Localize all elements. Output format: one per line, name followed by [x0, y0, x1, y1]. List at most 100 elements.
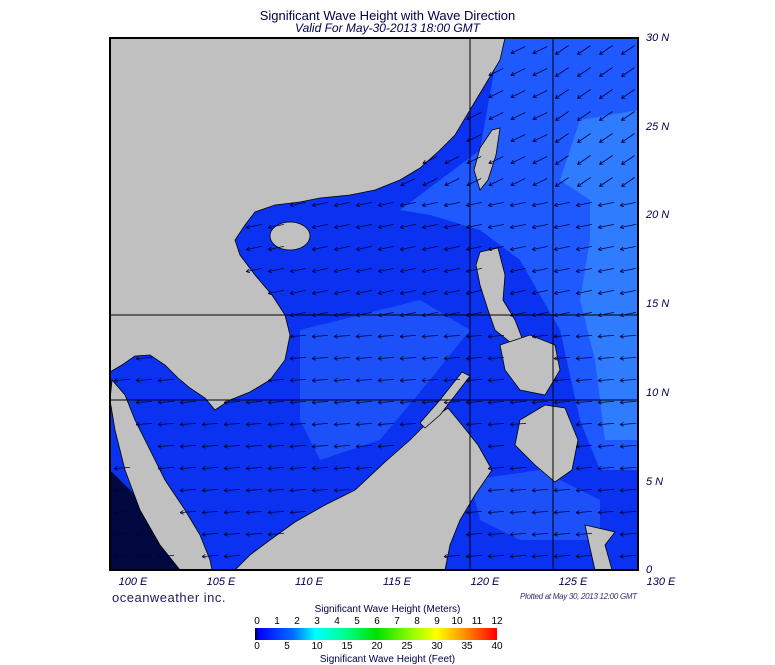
- wave-direction-arrow: [135, 532, 153, 537]
- wave-direction-arrow: [201, 422, 219, 427]
- wave-direction-arrow: [245, 510, 263, 515]
- wave-direction-arrow: [599, 89, 613, 99]
- colorbar-title-meters: Significant Wave Height (Meters): [314, 604, 461, 615]
- wave-direction-arrow: [311, 378, 329, 383]
- wave-direction-arrow: [135, 400, 153, 405]
- wave-direction-arrow: [465, 202, 482, 208]
- wave-direction-arrow: [577, 67, 591, 77]
- wave-direction-arrow: [399, 202, 416, 208]
- wave-direction-arrow: [509, 510, 527, 515]
- colorbar-tick-feet: 40: [491, 641, 503, 652]
- wave-direction-arrow: [289, 400, 307, 405]
- wave-direction-arrow: [311, 356, 329, 361]
- wave-direction-arrow: [333, 444, 351, 449]
- wave-direction-arrow: [245, 444, 263, 449]
- wave-direction-arrow: [400, 178, 416, 187]
- wave-direction-arrow: [509, 554, 527, 559]
- wave-direction-arrow: [311, 488, 329, 493]
- lon-label: 105 E: [206, 576, 236, 588]
- wave-direction-arrow: [201, 444, 219, 449]
- wave-direction-arrow: [553, 510, 571, 515]
- wave-direction-arrow: [223, 400, 241, 405]
- wave-direction-arrow: [575, 510, 593, 515]
- wave-direction-arrow: [531, 290, 548, 296]
- wave-direction-arrow: [377, 378, 395, 383]
- plotted-time: Plotted at May 30, 2013 12:00 GMT: [520, 592, 637, 601]
- colorbar-tick-feet: 10: [311, 641, 323, 652]
- lat-label: 20 N: [646, 209, 670, 222]
- colorbar-tick-meters: 0: [254, 616, 260, 627]
- colorbar-tick-meters: 5: [354, 616, 360, 627]
- wave-direction-arrow: [201, 510, 219, 515]
- wave-direction-arrow: [553, 488, 571, 493]
- wave-direction-arrow: [113, 378, 131, 383]
- wave-direction-arrow: [443, 334, 461, 339]
- wave-direction-arrow: [201, 532, 219, 537]
- wave-direction-arrow: [289, 422, 307, 427]
- wave-direction-arrow: [575, 334, 593, 339]
- wave-direction-arrow: [597, 202, 614, 208]
- wave-direction-arrow: [509, 224, 526, 230]
- wave-direction-arrow: [510, 112, 526, 121]
- wave-direction-arrow: [619, 378, 637, 383]
- map-title: Significant Wave Height with Wave Direct…: [259, 8, 516, 23]
- wave-direction-arrow: [553, 554, 571, 559]
- wave-zone-high: [560, 110, 638, 440]
- wave-direction-arrow: [421, 224, 438, 230]
- wave-direction-arrow: [377, 246, 394, 252]
- wave-direction-arrow: [333, 422, 351, 427]
- wave-direction-arrow: [531, 246, 548, 252]
- wave-direction-arrow: [575, 532, 593, 537]
- colorbar-tick-feet: 15: [341, 641, 353, 652]
- wave-direction-arrow: [487, 246, 504, 252]
- wave-direction-arrow: [465, 268, 482, 274]
- wave-direction-arrow: [621, 89, 635, 99]
- wave-direction-arrow: [223, 510, 241, 515]
- wave-direction-arrow: [422, 156, 438, 165]
- wave-direction-arrow: [289, 444, 307, 449]
- wave-direction-arrow: [532, 90, 548, 99]
- wave-direction-arrow: [487, 356, 505, 361]
- wave-direction-arrow: [157, 378, 175, 383]
- wave-direction-arrow: [267, 488, 285, 493]
- wave-direction-arrow: [531, 334, 549, 339]
- wave-direction-arrow: [333, 400, 351, 405]
- wave-direction-arrow: [267, 532, 285, 537]
- wave-direction-arrow: [510, 156, 526, 165]
- wave-direction-arrow: [355, 268, 372, 274]
- colorbar-tick-meters: 10: [451, 616, 463, 627]
- wave-direction-arrow: [377, 422, 395, 427]
- land-asia-mainland: [110, 38, 506, 411]
- wave-direction-arrow: [597, 356, 615, 361]
- wave-direction-arrow: [333, 290, 350, 296]
- wave-direction-arrow: [553, 202, 570, 208]
- wave-direction-arrow: [487, 488, 505, 493]
- wave-direction-arrow: [597, 488, 615, 493]
- wave-direction-arrow: [532, 178, 548, 187]
- wave-direction-arrow: [621, 155, 635, 165]
- wave-direction-arrow: [465, 400, 483, 405]
- colorbar-tick-feet: 0: [254, 641, 260, 652]
- wave-direction-arrow: [621, 67, 635, 77]
- wave-direction-arrow: [577, 45, 591, 55]
- wave-direction-arrow: [619, 554, 637, 559]
- wave-direction-arrow: [223, 532, 241, 537]
- wave-direction-arrow: [443, 400, 461, 405]
- wave-direction-arrow: [510, 46, 526, 55]
- wave-direction-arrow: [289, 488, 307, 493]
- wave-direction-arrow: [575, 422, 593, 427]
- wave-direction-arrow: [619, 488, 637, 493]
- lat-label: 30 N: [646, 32, 670, 44]
- wave-direction-arrow: [531, 554, 549, 559]
- wave-direction-arrow: [510, 134, 526, 143]
- colorbar-tick-feet: 5: [284, 641, 290, 652]
- colorbar-tick-meters: 4: [334, 616, 340, 627]
- wave-direction-arrow: [267, 422, 285, 427]
- wave-direction-arrow: [289, 268, 306, 274]
- wave-direction-arrow: [399, 246, 416, 252]
- wave-direction-arrow: [267, 378, 285, 383]
- wave-direction-arrow: [311, 422, 329, 427]
- land-malay-peninsula: [110, 379, 213, 570]
- wave-direction-arrow: [311, 466, 329, 471]
